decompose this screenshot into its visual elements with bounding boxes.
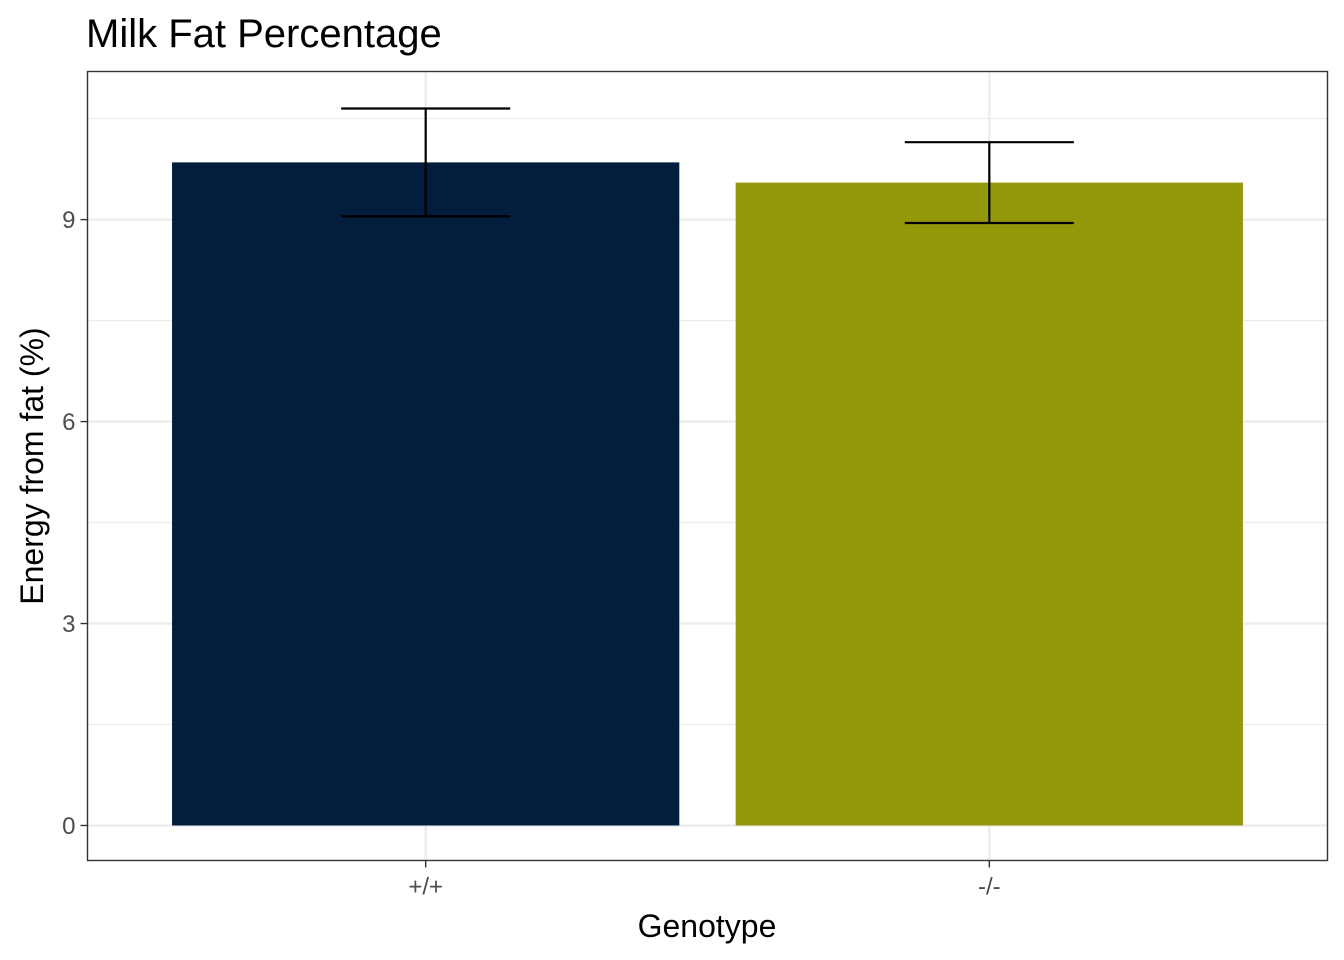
x-tick-label: -/- — [978, 874, 1001, 901]
error-bars — [341, 107, 1074, 225]
bar-1 — [172, 162, 680, 826]
error-bar-2 — [904, 141, 1074, 225]
y-axis-title: Energy from fat (%) — [14, 327, 50, 604]
plot-border — [86, 70, 1329, 862]
x-axis: +/+ -/- — [408, 860, 1001, 901]
chart-title: Milk Fat Percentage — [86, 12, 442, 56]
bar-2 — [735, 182, 1243, 826]
y-tick-label: 9 — [62, 207, 75, 234]
x-axis-title: Genotype — [638, 908, 777, 944]
y-axis: 0 3 6 9 — [62, 207, 88, 840]
y-tick-label: 0 — [62, 813, 75, 840]
bars — [172, 162, 1243, 826]
x-tick-label: +/+ — [408, 874, 443, 901]
y-tick-label: 3 — [62, 611, 75, 638]
error-bar-1 — [341, 107, 511, 218]
y-tick-label: 6 — [62, 409, 75, 436]
